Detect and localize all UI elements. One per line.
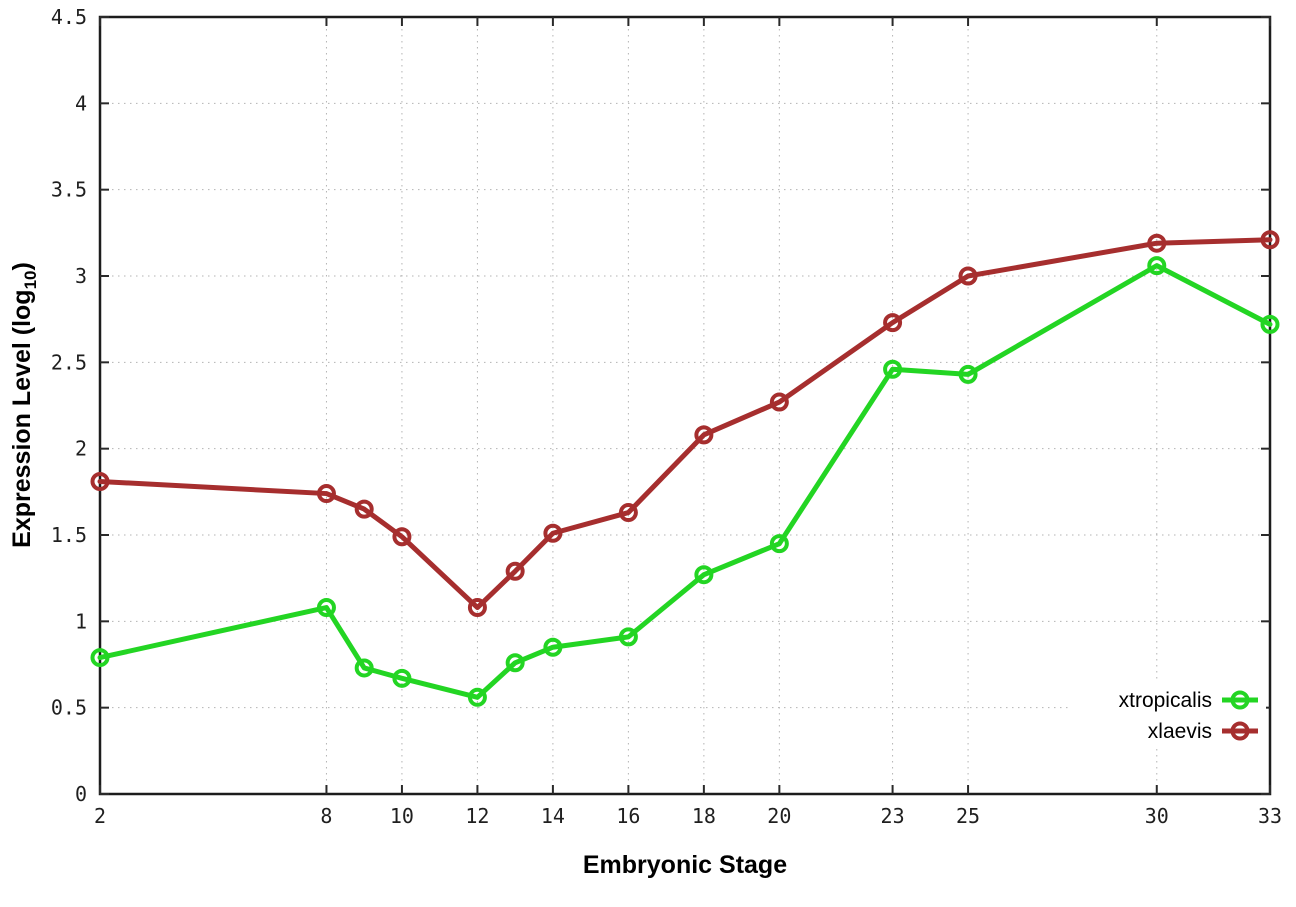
data-point-xlaevis bbox=[505, 561, 525, 581]
data-point-xtropicalis bbox=[694, 565, 714, 585]
x-axis-title: Embryonic Stage bbox=[583, 851, 787, 879]
x-tick-label: 33 bbox=[1258, 804, 1282, 828]
data-point-xtropicalis bbox=[467, 687, 487, 707]
x-tick-label: 8 bbox=[320, 804, 332, 828]
y-tick-label: 2.5 bbox=[51, 350, 87, 374]
x-tick-label: 20 bbox=[767, 804, 791, 828]
data-point-xtropicalis bbox=[958, 364, 978, 384]
data-point-xlaevis bbox=[769, 392, 789, 412]
legend-label-xtropicalis: xtropicalis bbox=[1119, 689, 1212, 712]
data-point-xtropicalis bbox=[883, 359, 903, 379]
plot-border bbox=[98, 15, 1272, 796]
y-tick-label: 3 bbox=[75, 264, 87, 288]
x-tick-label: 23 bbox=[881, 804, 905, 828]
y-tick-label: 3.5 bbox=[51, 178, 87, 202]
plot-border-layer: 0 0.5 1 1.5 2 2.5 3 3.5 4 4.5 2 8 10 12 14 16 18 20 23 25 30… bbox=[51, 5, 1282, 828]
y-tick-label: 0 bbox=[75, 782, 87, 806]
legend-marker-xlaevis-icon bbox=[1230, 721, 1250, 741]
data-point-xtropicalis bbox=[618, 627, 638, 647]
x-tick-label: 14 bbox=[541, 804, 565, 828]
x-tick-label: 2 bbox=[94, 804, 106, 828]
x-tick-label: 25 bbox=[956, 804, 980, 828]
data-point-xlaevis bbox=[392, 527, 412, 547]
y-tick-label: 4.5 bbox=[51, 5, 87, 29]
data-point-xtropicalis bbox=[1260, 314, 1280, 334]
data-point-xtropicalis bbox=[316, 598, 336, 618]
y-tick-label: 1 bbox=[75, 609, 87, 633]
data-point-xlaevis bbox=[1147, 233, 1167, 253]
series-markers-xlaevis bbox=[90, 230, 1280, 618]
x-tick-label: 18 bbox=[692, 804, 716, 828]
y-tick-label: 0.5 bbox=[51, 696, 87, 720]
series-markers-xtropicalis bbox=[90, 256, 1280, 707]
data-point-xlaevis bbox=[1260, 230, 1280, 250]
data-point-xtropicalis bbox=[90, 648, 110, 668]
y-tick-label: 1.5 bbox=[51, 523, 87, 547]
legend-marker-xtropicalis-icon bbox=[1230, 690, 1250, 710]
data-point-xtropicalis bbox=[1147, 256, 1167, 276]
y-axis-title: Expression Level (log10) bbox=[8, 262, 40, 548]
data-point-xlaevis bbox=[694, 425, 714, 445]
y-axis-title-subscript: 10 bbox=[21, 270, 40, 289]
series-layer bbox=[90, 230, 1280, 707]
data-point-xlaevis bbox=[618, 503, 638, 523]
y-axis-title-main: Expression Level (log bbox=[8, 289, 36, 547]
data-point-xlaevis bbox=[958, 266, 978, 286]
series-line-xlaevis bbox=[97, 237, 1273, 611]
y-tick-label: 4 bbox=[75, 91, 87, 115]
data-point-xlaevis bbox=[90, 471, 110, 491]
x-tick-label: 16 bbox=[616, 804, 640, 828]
legend: xtropicalis xlaevis bbox=[1072, 683, 1266, 749]
series-line-xtropicalis bbox=[97, 263, 1273, 700]
y-axis-title-close: ) bbox=[8, 262, 36, 270]
data-point-xlaevis bbox=[467, 598, 487, 618]
data-point-xtropicalis bbox=[354, 658, 374, 678]
x-tick-label: 12 bbox=[465, 804, 489, 828]
x-tick-label: 10 bbox=[390, 804, 414, 828]
data-point-xlaevis bbox=[316, 484, 336, 504]
data-point-xlaevis bbox=[354, 499, 374, 519]
y-tick-label: 2 bbox=[75, 437, 87, 461]
data-point-xtropicalis bbox=[543, 637, 563, 657]
data-point-xtropicalis bbox=[392, 668, 412, 688]
data-point-xlaevis bbox=[543, 523, 563, 543]
gridlines-layer bbox=[100, 17, 1270, 794]
data-point-xlaevis bbox=[883, 313, 903, 333]
data-point-xtropicalis bbox=[769, 534, 789, 554]
x-tick-label: 30 bbox=[1145, 804, 1169, 828]
legend-label-xlaevis: xlaevis bbox=[1148, 720, 1212, 743]
data-point-xtropicalis bbox=[505, 653, 525, 673]
